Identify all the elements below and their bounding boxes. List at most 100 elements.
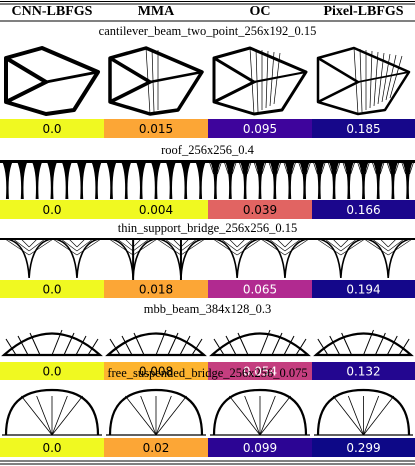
structure <box>213 56 258 104</box>
structure <box>17 335 29 356</box>
structure <box>20 238 30 248</box>
structure-image <box>1 329 103 357</box>
value-cell <box>208 200 312 219</box>
structure <box>357 161 362 175</box>
structure <box>246 161 252 175</box>
structure <box>229 395 261 436</box>
structure <box>6 238 52 279</box>
structure <box>268 238 286 252</box>
value-cell <box>208 438 312 457</box>
structure-image <box>316 46 411 116</box>
structure <box>363 395 395 436</box>
structure <box>29 332 41 356</box>
structure <box>381 53 391 103</box>
structure <box>223 161 229 175</box>
structure <box>125 395 157 436</box>
value-cell <box>0 280 104 298</box>
structure-image <box>208 238 312 279</box>
value-cell <box>104 280 208 298</box>
structure <box>350 161 356 175</box>
structure <box>12 238 30 252</box>
value-cell <box>312 438 415 457</box>
structure <box>401 161 406 175</box>
value-cell <box>0 438 104 457</box>
structure <box>316 238 342 256</box>
structure <box>314 162 325 199</box>
value-label: 0.004 <box>139 203 173 217</box>
structure <box>167 332 179 356</box>
structure-image <box>104 160 208 199</box>
structure <box>76 238 94 252</box>
structure <box>371 161 377 175</box>
structure-image <box>4 46 100 116</box>
structure <box>313 332 414 357</box>
structure <box>91 162 102 199</box>
structure <box>409 161 414 175</box>
structure <box>327 161 333 175</box>
structure <box>51 329 63 356</box>
structure <box>317 338 329 356</box>
structure-image <box>108 46 204 116</box>
structure <box>4 388 100 436</box>
structure <box>156 238 182 256</box>
structure <box>273 52 281 105</box>
structure <box>21 395 53 436</box>
structure <box>379 161 385 175</box>
structure <box>155 395 172 436</box>
structure <box>76 162 87 199</box>
structure <box>225 335 237 356</box>
value-label: 0.185 <box>346 122 380 136</box>
structure <box>136 162 147 199</box>
structure <box>373 51 379 107</box>
structure <box>228 238 238 248</box>
structure <box>145 47 151 115</box>
value-label: 0.054 <box>243 365 277 379</box>
structure <box>124 238 134 248</box>
value-cell <box>208 119 312 138</box>
structure <box>210 162 221 199</box>
structure-image <box>106 388 206 436</box>
value-label: 0.095 <box>243 122 277 136</box>
structure <box>195 162 206 199</box>
value-cell <box>312 119 415 138</box>
value-label: 0.132 <box>346 365 380 379</box>
structure <box>380 238 389 248</box>
structure <box>164 238 182 252</box>
structure <box>388 238 397 248</box>
structure <box>213 338 225 356</box>
structure <box>140 395 157 436</box>
structure <box>253 70 307 84</box>
structure <box>318 238 364 279</box>
structure <box>332 238 342 248</box>
structure <box>236 238 262 256</box>
structure <box>133 332 145 356</box>
column-header: CNN-LBFGS <box>12 4 93 19</box>
value-label: 0.02 <box>143 441 170 455</box>
structure <box>343 162 354 199</box>
value-cell <box>0 119 104 138</box>
structure <box>332 395 364 436</box>
structure <box>61 162 72 199</box>
structure <box>363 395 380 436</box>
structure <box>209 161 214 175</box>
value-label: 0.0 <box>42 283 61 297</box>
structure <box>387 162 398 199</box>
structure <box>265 50 269 109</box>
structure <box>1 332 103 357</box>
structure <box>209 332 311 357</box>
structure <box>2 162 13 199</box>
structure <box>284 238 294 248</box>
structure <box>363 329 374 356</box>
structure-image <box>314 388 413 436</box>
structure <box>236 238 254 252</box>
structure <box>132 238 158 256</box>
structure <box>155 329 167 356</box>
structure <box>47 162 57 199</box>
structure <box>385 54 397 101</box>
structure <box>149 70 203 84</box>
structure-image <box>210 388 310 436</box>
structure <box>151 162 161 199</box>
structure <box>105 332 207 357</box>
structure <box>306 161 311 175</box>
structure <box>240 162 251 199</box>
